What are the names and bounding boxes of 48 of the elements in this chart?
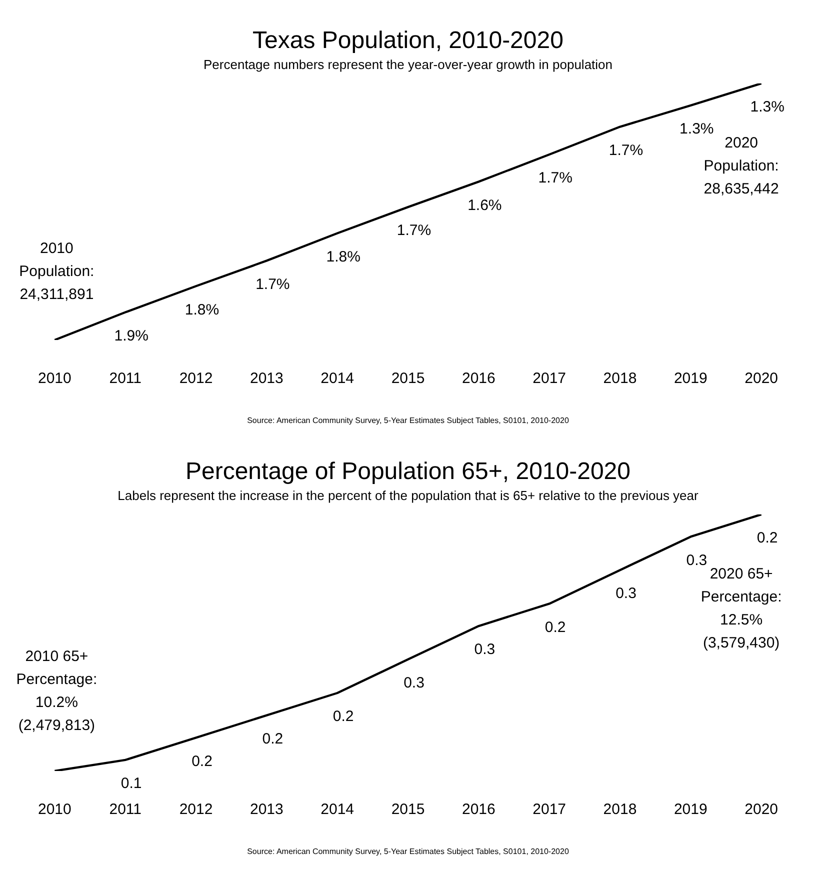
annotation: 2010 65+ Percentage: 10.2% (2,479,813) (16, 648, 98, 734)
x-tick-label: 2012 (179, 801, 213, 818)
x-tick-label: 2010 (38, 370, 72, 388)
x-tick-label: 2019 (674, 801, 708, 818)
annotation: 0.2 (756, 530, 778, 547)
annotation: 1.8% (184, 301, 220, 318)
x-tick-label: 2017 (532, 801, 566, 818)
x-tick-label: 2015 (391, 370, 425, 388)
annotation: 0.2 (544, 618, 566, 636)
chart-subtitle: Percentage numbers represent the year-over-year growth in population (203, 57, 613, 72)
source-note: Source: American Community Survey, 5-Year Estimates Subject Tables, S0101, 2010-2020 (246, 847, 570, 856)
x-tick-label: 2018 (603, 370, 637, 388)
annotation: 1.7% (256, 276, 290, 293)
annotation: 0.2 (332, 708, 354, 726)
x-tick-label: 2010 (38, 801, 72, 818)
x-tick-label: 2016 (462, 370, 496, 388)
x-tick-label: 2012 (179, 370, 213, 388)
x-tick-label: 2015 (391, 801, 425, 818)
x-tick-label: 2013 (250, 801, 284, 818)
x-tick-label: 2011 (109, 370, 142, 388)
x-tick-label: 2016 (462, 801, 496, 818)
x-tick-label: 2017 (532, 370, 566, 388)
annotation: 1.7% (608, 142, 644, 159)
x-tick-label: 2011 (109, 801, 142, 818)
annotation: 2010 Population: 24,311,891 (19, 240, 94, 304)
x-tick-label: 2019 (674, 370, 708, 388)
annotation: 1.6% (468, 196, 502, 214)
annotation: 1.9% (114, 327, 148, 344)
x-tick-label: 2014 (320, 801, 354, 818)
chart-subtitle: Labels represent the increase in the percent of the population that is 65+ relative to the previous year (118, 488, 700, 504)
annotation: 0.1 (120, 775, 142, 792)
annotation: 0.2 (192, 752, 212, 770)
annotation: 0.3 (404, 674, 424, 692)
annotation: 0.2 (262, 730, 284, 748)
annotation: 1.7% (538, 170, 572, 187)
chart-title: Percentage of Population 65+, 2010-2020 (185, 458, 631, 486)
annotation: 0.3 (616, 585, 636, 602)
chart-title: Texas Population, 2010-2020 (252, 27, 564, 54)
annotation: 1.8% (326, 248, 360, 266)
annotation: 0.3 (474, 641, 496, 658)
x-tick-label: 2014 (320, 370, 354, 388)
x-tick-label: 2013 (250, 370, 284, 388)
annotation: 1.3% (750, 98, 784, 116)
x-tick-label: 2020 (744, 801, 778, 818)
annotation: 1.7% (396, 222, 432, 240)
x-tick-label: 2018 (603, 801, 637, 818)
x-tick-label: 2020 (744, 370, 778, 388)
source-note: Source: American Community Survey, 5-Year Estimates Subject Tables, S0101, 2010-2020 (246, 416, 570, 425)
